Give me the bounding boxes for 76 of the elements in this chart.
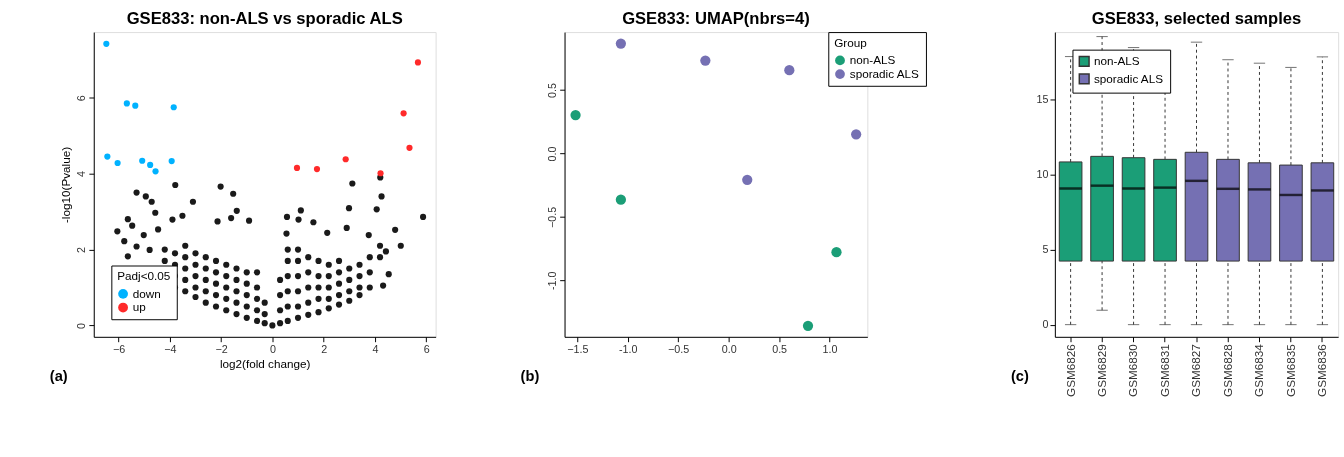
point <box>377 170 384 177</box>
point <box>406 144 413 151</box>
y-tick-label: 5 <box>1042 242 1049 255</box>
point <box>293 164 301 172</box>
y-tick-label: 0 <box>1042 318 1049 331</box>
point <box>851 129 862 140</box>
x-tick-label: −1.5 <box>567 342 589 355</box>
legend-label: up <box>132 300 147 314</box>
point <box>114 159 121 167</box>
point <box>147 161 154 168</box>
point <box>570 109 581 121</box>
text: (a) <box>49 367 68 384</box>
point <box>123 100 130 107</box>
point <box>170 104 177 111</box>
point <box>700 55 711 66</box>
point <box>615 194 626 205</box>
x-tick-label: 0.5 <box>772 342 788 355</box>
x-tick-label: -1.0 <box>618 342 638 355</box>
point <box>132 102 139 109</box>
x-tick-label: GSM6827 <box>1189 344 1203 397</box>
point <box>784 65 795 76</box>
y-tick-label: 2 <box>75 247 88 254</box>
point <box>802 320 814 331</box>
x-tick-label: −6 <box>112 342 126 355</box>
y-tick-label: 0 <box>75 322 88 329</box>
point <box>139 157 146 164</box>
x-tick-label: −2 <box>215 342 228 355</box>
text: (b) <box>520 367 540 384</box>
x-tick-label: 0.0 <box>721 342 737 355</box>
legend-title: Group <box>834 35 868 49</box>
chart-title: GSE833, selected samples <box>1091 9 1302 29</box>
y-tick-label: -1.0 <box>546 271 559 290</box>
x-tick-label: −0.5 <box>668 342 690 355</box>
point <box>831 247 842 258</box>
y-tick-label: 15 <box>1036 92 1049 105</box>
x-tick-label: 2 <box>321 342 328 355</box>
x-tick-label: 6 <box>423 342 430 355</box>
point <box>313 166 321 173</box>
x-tick-label: GSM6831 <box>1157 344 1171 397</box>
x-tick-label: −4 <box>164 342 177 355</box>
x-tick-label: GSM6836 <box>1315 344 1329 397</box>
legend-label: sporadic ALS <box>849 66 919 80</box>
x-tick-label: GSM6828 <box>1220 343 1234 397</box>
point <box>152 168 159 175</box>
text: (c) <box>1010 367 1029 384</box>
point <box>103 40 110 47</box>
legend-label: non-ALS <box>1093 54 1140 68</box>
y-axis-title: -log10(Pvalue) <box>58 146 72 224</box>
y-tick-label: 10 <box>1036 167 1049 180</box>
x-tick-label: GSM6826 <box>1063 344 1077 397</box>
point <box>400 110 407 117</box>
x-tick-label: GSM6835 <box>1283 343 1297 397</box>
x-tick-label: GSM6830 <box>1126 343 1140 397</box>
point <box>742 174 753 185</box>
y-tick-label: 0.0 <box>546 146 559 162</box>
legend-title: Padj<0.05 <box>117 269 171 283</box>
point <box>414 59 422 66</box>
x-tick-label: 4 <box>372 342 379 355</box>
point <box>342 156 349 163</box>
y-tick-label: 6 <box>75 95 88 102</box>
y-tick-label: −0.5 <box>546 206 559 228</box>
chart-title: GSE833: UMAP(nbrs=4) <box>622 8 810 28</box>
point <box>615 38 626 49</box>
chart-title: GSE833: non-ALS vs sporadic ALS <box>126 9 403 29</box>
legend-label: down <box>132 286 161 300</box>
x-tick-label: GSM6829 <box>1095 344 1108 397</box>
y-tick-label: 4 <box>75 171 88 178</box>
x-tick-label: 1.0 <box>822 342 838 355</box>
x-axis-title: log2(fold change) <box>219 356 311 370</box>
y-tick-label: 0.5 <box>546 83 559 98</box>
point <box>168 158 175 165</box>
legend-label: non-ALS <box>849 53 896 67</box>
x-tick-label: GSM6834 <box>1252 343 1266 397</box>
x-tick-label: 0 <box>269 342 276 355</box>
legend-label: sporadic ALS <box>1093 71 1164 85</box>
point <box>104 153 111 160</box>
